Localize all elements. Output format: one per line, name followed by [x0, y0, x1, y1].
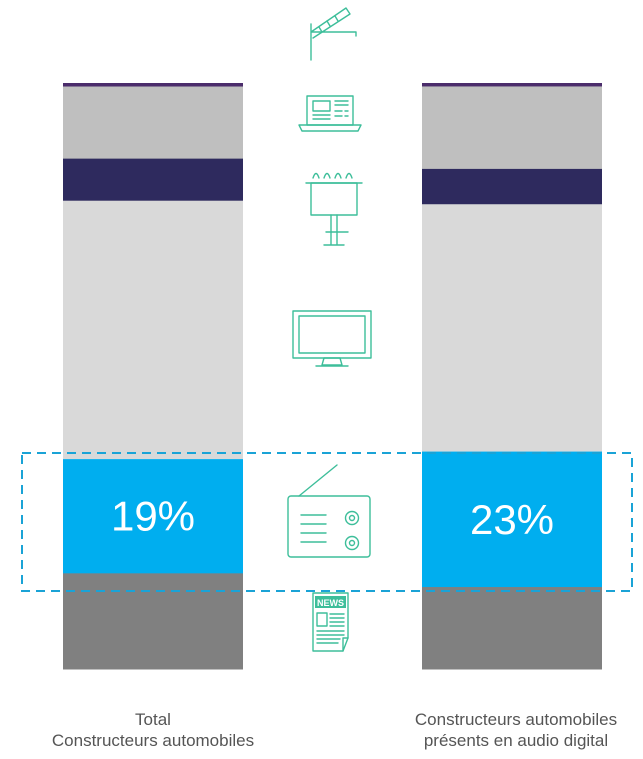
- media-icons: NEWS: [287, 7, 372, 652]
- category-label-digital: Constructeurs automobiles présents en au…: [414, 710, 618, 750]
- bar-segment-tv-1: [422, 203, 602, 452]
- bar-segment-radio-0: [63, 458, 243, 574]
- bar-segment-billboard-0: [63, 158, 243, 201]
- bar-segment-radio-1: [422, 451, 602, 588]
- bar-segments: [63, 83, 602, 670]
- bar-segment-newspaper-0: [63, 572, 243, 670]
- cinema-clapper-icon: [310, 7, 357, 61]
- svg-text:NEWS: NEWS: [317, 598, 344, 608]
- newspaper-icon: NEWS: [312, 592, 349, 652]
- tv-icon: [292, 310, 372, 367]
- bar-segment-cinema-clapper-1: [422, 83, 602, 87]
- laptop-icon: [298, 95, 362, 132]
- bar-segment-cinema-clapper-0: [63, 83, 243, 87]
- bar-segment-billboard-1: [422, 168, 602, 205]
- data-label-1: 23%: [470, 496, 554, 543]
- radio-icon: [287, 464, 371, 558]
- data-labels: 19% 23%: [111, 493, 554, 543]
- data-label-0: 19%: [111, 493, 195, 540]
- bar-segment-laptop-1: [422, 85, 602, 169]
- billboard-icon: [305, 172, 363, 246]
- highlight-frame: [21, 452, 633, 592]
- category-label-total: Total Constructeurs automobiles: [51, 710, 255, 750]
- bar-segment-laptop-0: [63, 86, 243, 159]
- bar-segment-newspaper-1: [422, 586, 602, 670]
- bar-segment-tv-0: [63, 200, 243, 460]
